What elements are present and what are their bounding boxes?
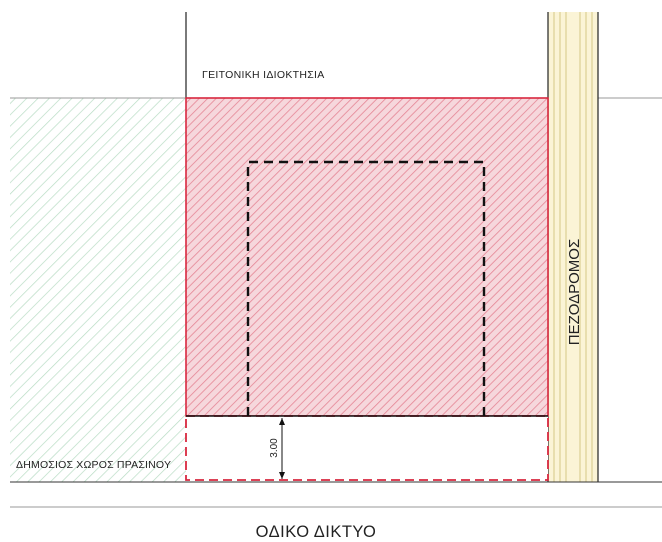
- sidewalk-label: ΠΕΖΟΔΡΟΜΟΣ: [566, 239, 583, 345]
- plot-area: [186, 98, 548, 416]
- buildable-envelope: [246, 160, 486, 416]
- front-setback-zone: [185, 415, 549, 481]
- public-green-space-label: ΔΗΜΟΣΙΟΣ ΧΩΡΟΣ ΠΡΑΣΙΝΟΥ: [16, 459, 171, 471]
- setback-dimension: [279, 418, 285, 479]
- neighbor-property-label: ΓΕΙΤΟΝΙΚΗ ΙΔΙΟΚΤΗΣΙΑ: [202, 69, 325, 81]
- road-network-label: ΟΔΙΚΟ ΔΙΚΤΥΟ: [256, 523, 377, 541]
- sidewalk-strip: [547, 12, 599, 482]
- green-space-area: [10, 98, 186, 482]
- setback-dimension-label: 3.00: [269, 438, 280, 458]
